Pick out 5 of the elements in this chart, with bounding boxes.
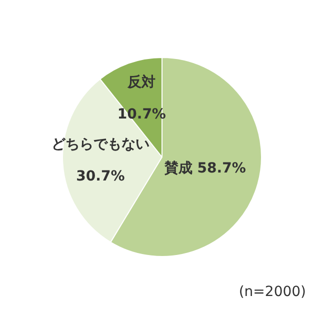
data-label: 30.7%: [76, 168, 125, 185]
slice-label: 賛成 58.7%: [163, 160, 246, 177]
text: (n=2000): [238, 284, 306, 300]
slice-label: 反対: [126, 73, 156, 90]
slice-label: どちらでもない: [51, 136, 150, 153]
